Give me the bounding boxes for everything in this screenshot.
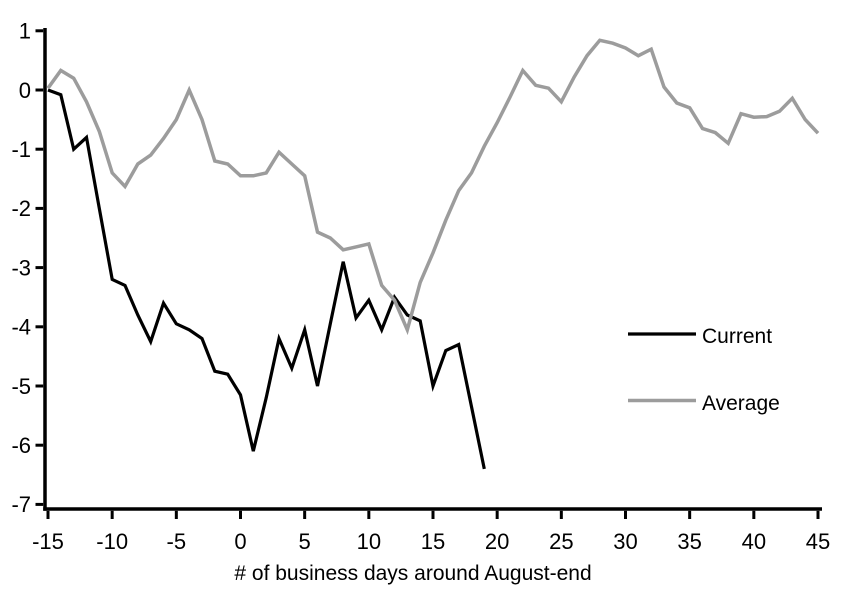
x-tick-label: 15 — [421, 529, 445, 554]
axes — [35, 28, 822, 519]
legend: Current Average — [628, 325, 780, 415]
y-tick-label: -2 — [11, 196, 31, 221]
x-tick-label: -15 — [32, 529, 64, 554]
legend-label-average: Average — [702, 392, 780, 415]
tick-labels: 10-1-2-3-4-5-6-7-15 -10 -5 0 5 10 15 20 25 30 35 40… — [11, 19, 830, 554]
x-tick-label: 5 — [299, 529, 311, 554]
x-tick-label: 45 — [806, 529, 830, 554]
series-line-average — [46, 38, 820, 336]
x-axis-title: # of business days around August-end — [234, 562, 591, 585]
legend-label-current: Current — [702, 325, 772, 348]
x-tick-label: 0 — [234, 529, 246, 554]
x-tick-label: 20 — [485, 529, 509, 554]
series-line-current — [47, 88, 486, 470]
x-tick-label: -10 — [96, 529, 128, 554]
data-series — [46, 38, 820, 470]
y-tick-label: -5 — [11, 374, 31, 399]
y-tick-label: -6 — [11, 433, 31, 458]
y-tick-label: -4 — [11, 315, 31, 340]
y-tick-label: -1 — [11, 137, 31, 162]
x-tick-label: 30 — [613, 529, 637, 554]
y-tick-label: -7 — [11, 492, 31, 517]
x-tick-label: 35 — [677, 529, 701, 554]
x-tick-label: 40 — [742, 529, 766, 554]
y-tick-label: 0 — [19, 78, 31, 103]
x-tick-label: 10 — [357, 529, 381, 554]
y-tick-label: 1 — [19, 19, 31, 44]
x-tick-label: 25 — [549, 529, 573, 554]
x-tick-label: -5 — [167, 529, 187, 554]
y-tick-label: -3 — [11, 255, 31, 280]
